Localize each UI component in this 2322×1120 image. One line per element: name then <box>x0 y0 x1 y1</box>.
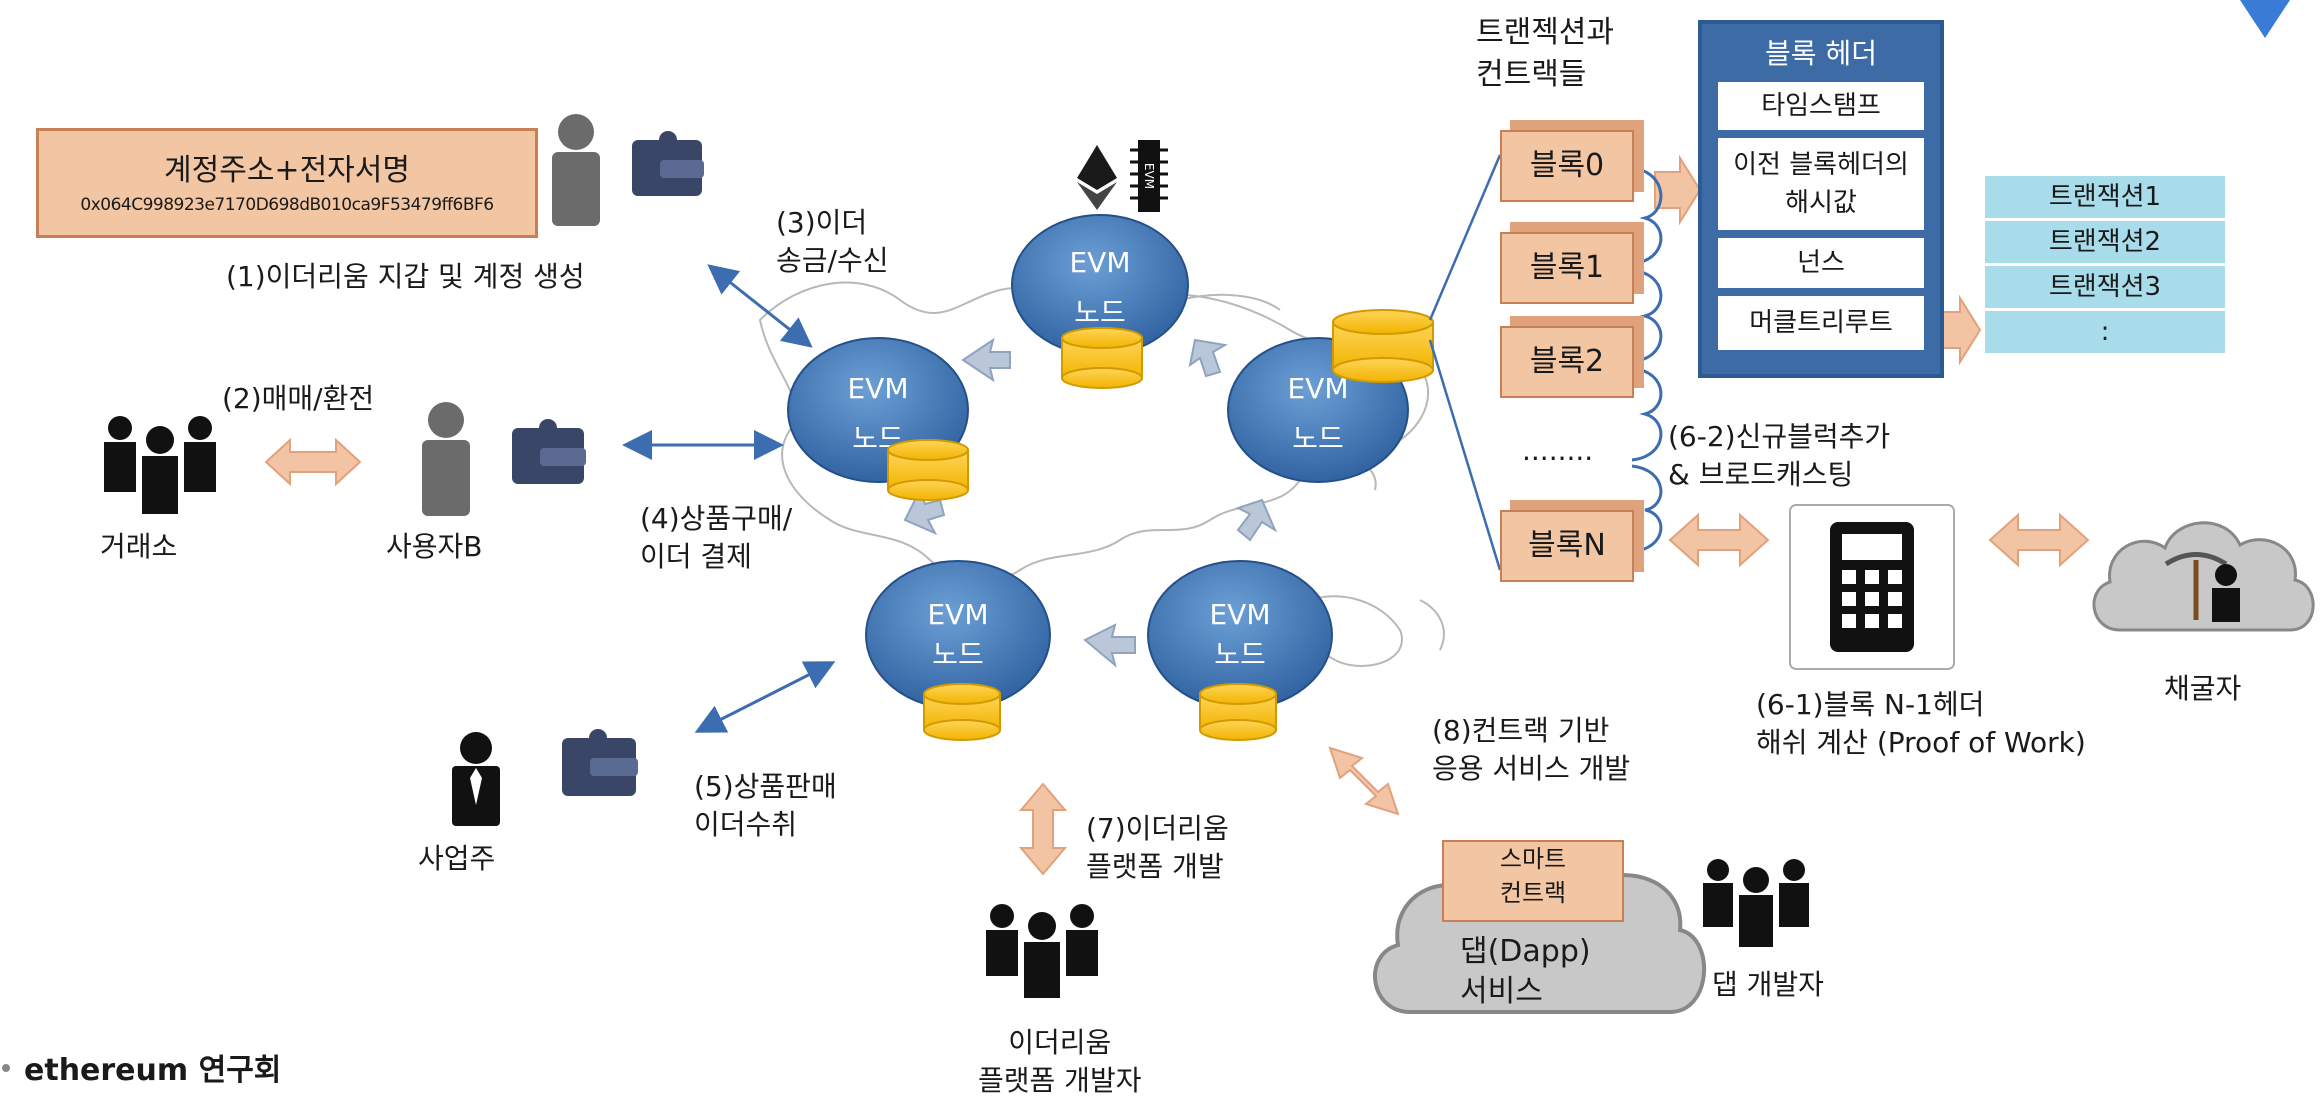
tx-item: 트랜잭션3 <box>1985 266 2225 311</box>
calc-miner-arrow <box>1988 512 2090 568</box>
block-braces <box>1631 166 1663 554</box>
svg-text:EVM: EVM <box>1209 598 1270 631</box>
account-address-title: 계정주소+전자서명 <box>164 153 410 188</box>
dapp-dev-label: 댑 개발자 <box>1712 968 1824 1001</box>
pickaxe-icon <box>2164 552 2228 620</box>
svg-text:EVM: EVM <box>1287 372 1348 405</box>
block-1: 블록1 <box>1500 232 1634 304</box>
svg-text:EVM: EVM <box>927 598 988 631</box>
block-n: 블록N <box>1500 510 1634 582</box>
step5-label: (5)상품판매 이더수취 <box>694 770 837 841</box>
footer-org: ethereum 연구회 <box>24 1053 282 1088</box>
peach-double-arrows <box>264 154 2090 876</box>
smart-contract-box: 스마트 컨트랙 <box>1442 840 1624 922</box>
corner-triangle-icon <box>2240 0 2290 38</box>
transactions-list: 트랜잭션1 트랜잭션2 트랜잭션3 : <box>1985 176 2225 356</box>
userb-person-icon <box>422 402 470 516</box>
platform-devs-people-icon <box>986 904 1098 998</box>
svg-text:EVM: EVM <box>1142 163 1156 189</box>
step6-2-label: (6-2)신규블럭추가 & 브로드캐스팅 <box>1668 420 1891 491</box>
db-cylinders <box>887 309 1434 741</box>
blockn-miner-calc-arrow <box>1668 512 1770 568</box>
blue-arrows <box>622 264 836 733</box>
platform-dev-label: 이더리움 플랫폼 개발자 <box>978 1026 1142 1097</box>
account-address-box: 계정주소+전자서명 0x064C998923e7170D698dB010ca9F… <box>36 128 538 238</box>
wallet-icon <box>512 419 586 484</box>
business-label: 사업주 <box>418 842 496 875</box>
business-person-icon <box>452 732 500 826</box>
step8-label: (8)컨트랙 기반 응용 서비스 개발 <box>1432 714 1631 785</box>
block-header-title: 블록 헤더 <box>1765 37 1877 70</box>
exchange-people-icon <box>104 416 216 514</box>
calculator-icon <box>1789 504 1955 670</box>
block-0: 블록0 <box>1500 130 1634 202</box>
svg-text:노드: 노드 <box>1292 422 1344 455</box>
block-header-box: 블록 헤더 타임스탬프 이전 블록헤더의 해시값 넌스 머클트리루트 <box>1698 20 1944 378</box>
db-cylinder-icon <box>1332 309 1434 383</box>
tx-item: 트랜잭션1 <box>1985 176 2225 221</box>
evm-chip-icon: EVM <box>1130 140 1168 212</box>
header-field-nonce: 넌스 <box>1718 238 1924 288</box>
db-cylinder-icon <box>1199 683 1277 741</box>
miner-label: 채굴자 <box>2164 672 2242 705</box>
blocks-ellipsis: ........ <box>1522 434 1594 467</box>
header-field-timestamp: 타임스탬프 <box>1718 82 1924 130</box>
svg-text:EVM: EVM <box>847 372 908 405</box>
footer-bullet-icon <box>2 1064 10 1072</box>
db-cylinder-icon <box>923 683 1001 741</box>
dapp-arrow <box>1328 746 1400 816</box>
dapp-service-label: 댑(Dapp) 서비스 <box>1460 934 1591 1009</box>
exchange-label: 거래소 <box>100 530 178 563</box>
db-cylinder-icon <box>1061 327 1143 389</box>
tx-item: 트랜잭션2 <box>1985 221 2225 266</box>
miner-person-icon <box>2212 564 2240 622</box>
account-address-value: 0x064C998923e7170D698dB010ca9F53479ff6BF… <box>80 195 494 215</box>
account-person-icon <box>552 114 600 226</box>
header-to-tx-arrow <box>1939 294 1982 366</box>
block-2: 블록2 <box>1500 326 1634 398</box>
platform-dev-arrow <box>1018 782 1068 876</box>
wallet-icon <box>562 729 638 796</box>
step6-1-label: (6-1)블록 N-1헤더 해쉬 계산 (Proof of Work) <box>1756 688 2086 759</box>
header-field-prev-hash: 이전 블록헤더의 해시값 <box>1718 138 1924 230</box>
node-label: 노드 <box>1074 296 1126 329</box>
tx-item: : <box>1985 311 2225 356</box>
dapp-devs-people-icon <box>1703 859 1809 947</box>
miner-cloud <box>2092 521 2315 632</box>
db-cylinder-icon <box>887 439 969 501</box>
header-field-merkle-root: 머클트리루트 <box>1718 296 1924 350</box>
node-evm-label: EVM <box>1069 246 1130 279</box>
node-to-blocks-lines <box>1428 154 1502 571</box>
evm-node-bottom-left: EVM 노드 <box>865 560 1051 710</box>
step1-label: (1)이더리움 지갑 및 계정 생성 <box>226 260 585 293</box>
user-b-label: 사용자B <box>386 530 483 563</box>
ethereum-logo-icon <box>1077 145 1117 210</box>
wallet-icon <box>632 131 704 196</box>
step4-label: (4)상품구매/이더 결제 <box>640 502 793 573</box>
exchange-userb-arrow <box>264 437 362 487</box>
evm-node-bottom-right: EVM 노드 <box>1147 560 1333 710</box>
svg-text:노드: 노드 <box>932 638 984 671</box>
step7-label: (7)이더리움 플랫폼 개발 <box>1086 812 1229 883</box>
svg-text:노드: 노드 <box>1214 638 1266 671</box>
block-to-header-arrow <box>1654 154 1702 226</box>
step3-label: (3)이더 송금/수신 <box>776 206 889 277</box>
tx-contracts-label: 트랜젝션과 컨트랙들 <box>1476 15 1614 92</box>
step2-label: (2)매매/환전 <box>222 382 375 415</box>
